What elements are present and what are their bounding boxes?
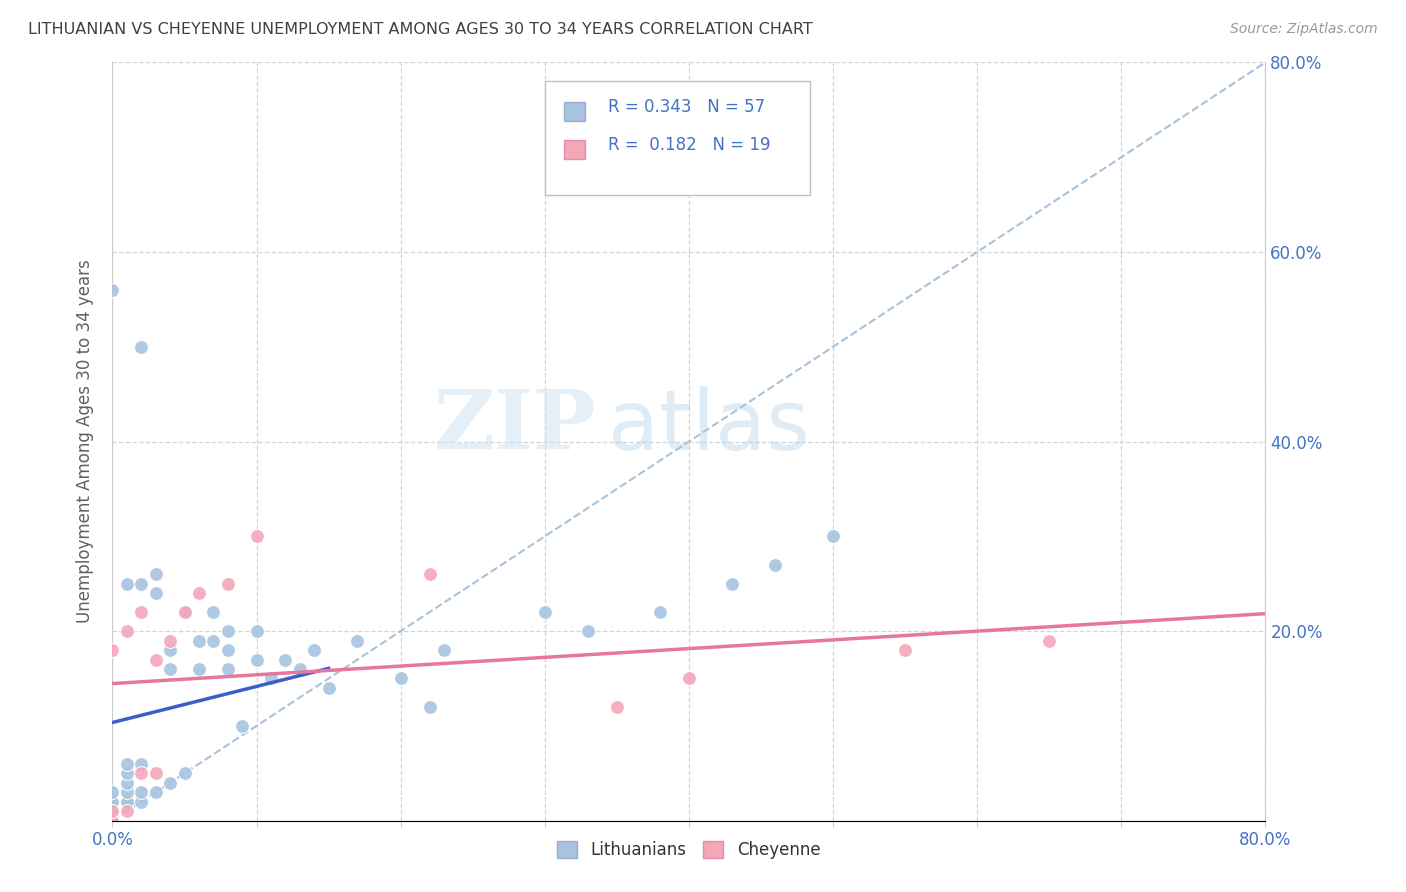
Point [202,605,225,619]
Point [231,719,253,733]
Point [188,633,211,648]
Point [115,785,138,799]
Point [894,643,917,657]
FancyBboxPatch shape [546,81,810,195]
Point [145,785,167,799]
Point [274,652,297,666]
Point [115,804,138,818]
Point [202,633,225,648]
Point [765,558,787,572]
Point [159,643,181,657]
Point [115,766,138,780]
Point [129,756,153,771]
Point [145,586,167,600]
Point [129,340,153,354]
Point [129,605,153,619]
Point [217,643,239,657]
Point [821,529,844,543]
Legend: Lithuanians, Cheyenne: Lithuanians, Cheyenne [551,834,827,865]
Y-axis label: Unemployment Among Ages 30 to 34 years: Unemployment Among Ages 30 to 34 years [76,260,94,624]
Text: ZIP: ZIP [434,386,596,467]
Point [129,795,153,809]
Point [246,652,269,666]
Point [115,624,138,639]
Point [101,643,124,657]
Text: atlas: atlas [609,386,810,467]
Point [419,699,441,714]
Point [145,766,167,780]
Point [101,814,124,828]
Point [304,643,326,657]
Point [173,605,195,619]
Point [433,643,456,657]
Point [101,804,124,818]
Point [145,567,167,582]
Point [101,804,124,818]
Point [115,776,138,790]
Point [101,804,124,818]
Point [419,567,441,582]
Point [246,624,269,639]
Point [246,529,269,543]
Point [318,681,340,695]
Point [159,776,181,790]
Point [188,586,211,600]
Text: R = 0.343   N = 57: R = 0.343 N = 57 [609,98,765,116]
Point [115,576,138,591]
Point [217,624,239,639]
Point [159,662,181,676]
Point [101,785,124,799]
Point [217,576,239,591]
Point [101,814,124,828]
Point [101,795,124,809]
Point [101,814,124,828]
Point [389,672,412,686]
Text: R =  0.182   N = 19: R = 0.182 N = 19 [609,136,770,154]
Point [129,576,153,591]
Point [188,662,211,676]
Point [115,756,138,771]
Point [129,766,153,780]
Text: Source: ZipAtlas.com: Source: ZipAtlas.com [1230,22,1378,37]
Point [260,672,283,686]
Text: LITHUANIAN VS CHEYENNE UNEMPLOYMENT AMONG AGES 30 TO 34 YEARS CORRELATION CHART: LITHUANIAN VS CHEYENNE UNEMPLOYMENT AMON… [28,22,813,37]
Point [101,814,124,828]
Point [721,576,744,591]
Point [101,804,124,818]
Point [115,795,138,809]
Point [159,633,181,648]
Point [101,795,124,809]
Point [288,662,311,676]
Point [346,633,368,648]
Point [1038,633,1060,648]
Point [101,814,124,828]
Point [217,662,239,676]
Point [145,652,167,666]
Point [115,795,138,809]
Point [173,766,195,780]
Point [606,699,628,714]
Point [678,672,700,686]
Point [129,785,153,799]
Point [650,605,672,619]
Point [576,624,599,639]
Point [173,605,195,619]
Bar [564,140,585,159]
Point [534,605,557,619]
Bar [564,103,585,121]
Point [101,795,124,809]
Point [101,283,124,297]
